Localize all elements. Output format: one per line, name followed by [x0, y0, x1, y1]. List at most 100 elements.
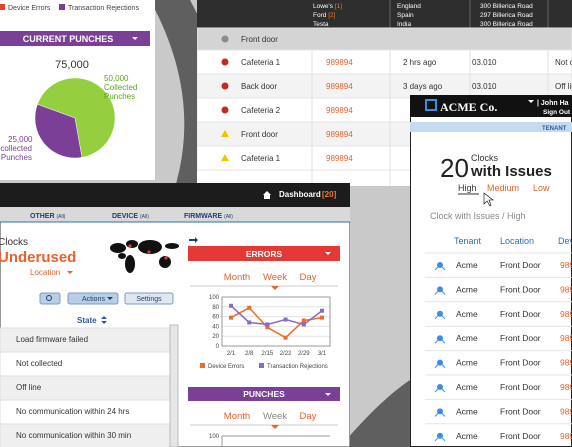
filter-value: (All) — [140, 214, 149, 220]
header-cell: 300 Billerica Road — [480, 3, 533, 10]
column-header: State — [77, 316, 97, 325]
series-marker — [320, 308, 324, 313]
cell: 989894 — [560, 284, 572, 294]
cell: 989894 — [560, 260, 572, 270]
device-icon — [434, 288, 446, 295]
header-count: [20] — [322, 190, 337, 199]
tab-pointer — [271, 286, 279, 290]
firmware: 03.010 — [472, 58, 497, 67]
level-tab[interactable]: Medium — [487, 183, 519, 193]
actions-button[interactable] — [67, 292, 119, 305]
series-marker — [283, 335, 288, 340]
device-icon — [434, 313, 446, 320]
header-bar — [0, 183, 350, 207]
level-tab[interactable]: Low — [533, 183, 550, 193]
widget-title-bar — [188, 246, 340, 261]
column-header: Tenant — [454, 236, 482, 246]
cell: 989894 — [560, 431, 572, 441]
sort-icon — [101, 316, 107, 319]
map-land — [125, 255, 135, 273]
cell: Acme — [456, 358, 478, 368]
time-tab[interactable]: Week — [263, 411, 287, 422]
cell: Acme — [456, 333, 478, 343]
caret — [107, 297, 113, 300]
acme-window: ACME Co. | John Ha Sign Out TENANT 20 Clocksw… — [410, 95, 572, 447]
series-marker — [229, 315, 233, 320]
widget-title: PUNCHES — [243, 389, 285, 399]
nav-bar — [410, 122, 572, 132]
series-marker — [229, 303, 233, 308]
search-button[interactable] — [39, 292, 61, 305]
punches-window: Device Errors Transaction Rejections CURRE… — [0, 0, 155, 180]
settings-button[interactable] — [124, 292, 174, 305]
state-row — [0, 351, 171, 377]
filter-name: DEVICE — [112, 213, 138, 220]
series-marker — [301, 318, 306, 323]
title: Underused — [0, 249, 76, 266]
time-tab[interactable]: Week — [263, 272, 287, 283]
time-tab[interactable]: Month — [224, 411, 250, 422]
map-dot — [147, 250, 151, 254]
y-tick-label: 60 — [212, 315, 219, 321]
time-tab[interactable]: Day — [300, 272, 317, 283]
status-dot — [221, 82, 229, 90]
plot-frame — [221, 296, 331, 347]
status-dot — [221, 35, 229, 43]
scrollbar — [169, 324, 179, 447]
state-text: Not collected — [16, 359, 62, 368]
tenant-name: Testa — [313, 21, 329, 28]
filter-bar — [0, 207, 350, 222]
series-marker — [320, 315, 324, 320]
map-land — [126, 240, 138, 248]
series-marker — [283, 317, 288, 322]
tenant-count: [1] — [335, 3, 342, 10]
user-name: | John Ha — [537, 100, 569, 107]
chart-title: CURRENT PUNCHES — [23, 34, 114, 44]
time-tab[interactable]: Day — [300, 411, 317, 422]
y-tick-label: 100 — [209, 434, 220, 440]
device-icon — [434, 361, 446, 368]
series-marker — [265, 322, 270, 327]
caret — [132, 37, 138, 40]
tenant-name: Ford — [313, 12, 327, 19]
cell: Front Door — [500, 284, 541, 294]
filter-value: (All) — [224, 214, 233, 220]
legend-label: Device Errors — [8, 5, 51, 12]
tenant-count: [2] — [328, 12, 335, 19]
cell: Front Door — [500, 309, 541, 319]
cell: Acme — [456, 309, 478, 319]
filter-name: FIRMWARE — [184, 213, 222, 220]
device-name: Cafeteria 2 — [241, 106, 281, 115]
location-filter: Location — [30, 268, 60, 277]
y-tick-label: 40 — [212, 324, 219, 330]
series-marker — [265, 325, 270, 330]
device-icon — [434, 435, 446, 442]
pie-slice — [37, 77, 116, 158]
level-tab[interactable]: High — [458, 183, 477, 193]
map-dot — [128, 244, 132, 248]
cell: Front Door — [500, 333, 541, 343]
map-land — [118, 253, 126, 259]
state-text: Off line — [16, 383, 42, 392]
time-tab[interactable]: Month — [224, 272, 250, 283]
cell: 989894 — [560, 406, 572, 416]
device-icon — [434, 410, 446, 417]
dashboard-window: Dashboard [20]OTHER (All) DEVICE (All) FIRM… — [0, 183, 350, 447]
header-cell: India — [397, 21, 411, 28]
device-icon — [434, 264, 446, 271]
logo-icon — [425, 99, 437, 111]
device-name: Front door — [241, 130, 278, 139]
breadcrumb: Clock with Issues / High — [430, 211, 526, 221]
y-tick-label: 0 — [216, 344, 220, 350]
x-tick-label: 2/8 — [245, 351, 254, 357]
last-seen: 2 hrs ago — [403, 58, 437, 67]
legend-label: Transaction Rejections — [267, 364, 328, 370]
search-icon — [46, 295, 52, 301]
legend-swatch — [59, 4, 65, 10]
cursor — [483, 192, 494, 207]
device-name: Cafeteria 1 — [241, 58, 281, 67]
cell: Acme — [456, 284, 478, 294]
sign-out[interactable]: Sign Out — [543, 109, 571, 116]
header-cell: Ford [2] — [313, 12, 336, 19]
